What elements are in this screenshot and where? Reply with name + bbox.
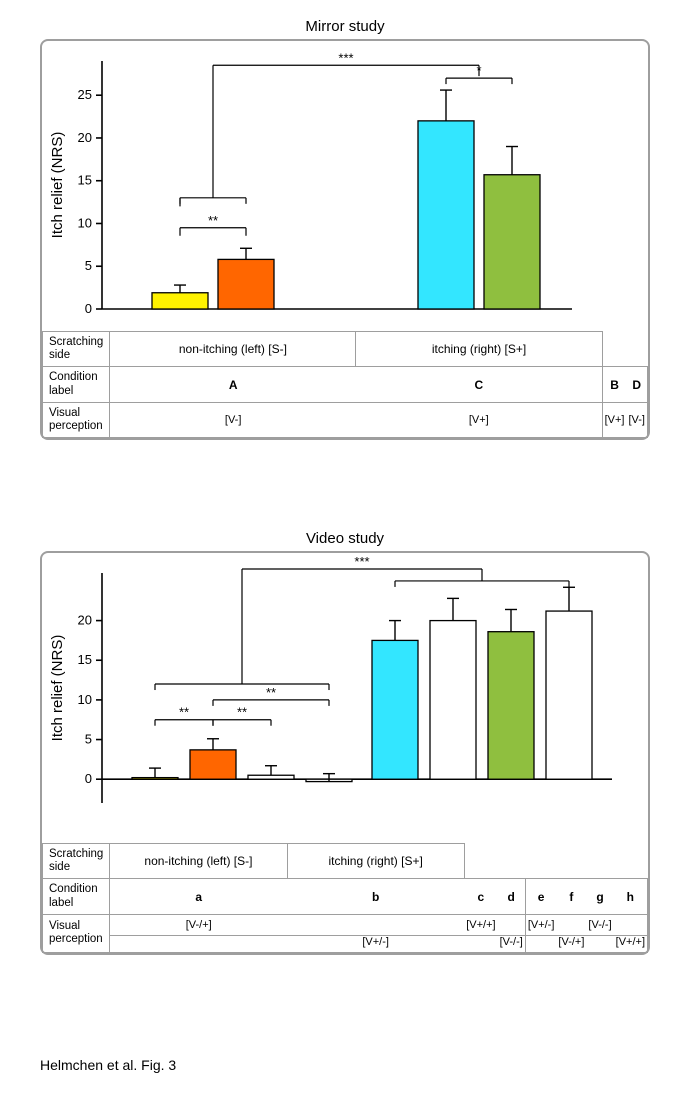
svg-text:15: 15: [78, 173, 92, 188]
video-frame: 05101520Itch relief (NRS)********* Scrat…: [40, 551, 650, 955]
svg-text:5: 5: [85, 732, 92, 747]
mirror-plot: 0510152025Itch relief (NRS)******: [42, 41, 648, 331]
mirror-title: Mirror study: [40, 18, 650, 35]
row-vis-label: Visual perception: [43, 402, 110, 437]
svg-text:0: 0: [85, 301, 92, 316]
figure-label: Helmchen et al. Fig. 3: [40, 1057, 176, 1073]
svg-text:5: 5: [85, 258, 92, 273]
svg-text:20: 20: [78, 613, 92, 628]
svg-text:**: **: [179, 705, 189, 720]
svg-text:**: **: [266, 685, 276, 700]
svg-text:10: 10: [78, 215, 92, 230]
row-cond-label: Condition label: [43, 367, 110, 402]
svg-text:20: 20: [78, 130, 92, 145]
svg-text:Itch relief (NRS): Itch relief (NRS): [49, 132, 66, 239]
svg-text:25: 25: [78, 87, 92, 102]
svg-text:10: 10: [78, 692, 92, 707]
row-scratch-label: Scratching side: [43, 332, 110, 367]
mirror-panel: Mirror study 0 5 10 15 20 25 Itch relief (NRS)…: [40, 18, 650, 440]
scratch-left: non-itching (left) [S-]: [110, 332, 356, 367]
video-panel: Video study 05101520Itch relief (NRS)***…: [40, 530, 650, 955]
video-plot: 05101520Itch relief (NRS)*********: [42, 553, 648, 843]
svg-text:**: **: [237, 705, 247, 720]
video-table: Scratching side non-itching (left) [S-] …: [42, 843, 648, 953]
svg-text:15: 15: [78, 652, 92, 667]
svg-text:***: ***: [354, 554, 369, 569]
svg-text:**: **: [208, 213, 218, 228]
mirror-frame: 0510152025Itch relief (NRS)****** Scratc…: [40, 39, 650, 440]
mirror-table: Scratching side non-itching (left) [S-] …: [42, 331, 648, 438]
svg-text:Itch relief (NRS): Itch relief (NRS): [49, 635, 66, 742]
svg-text:***: ***: [338, 50, 353, 65]
video-title: Video study: [40, 530, 650, 547]
svg-text:0: 0: [85, 771, 92, 786]
scratch-right: itching (right) [S+]: [356, 332, 602, 367]
